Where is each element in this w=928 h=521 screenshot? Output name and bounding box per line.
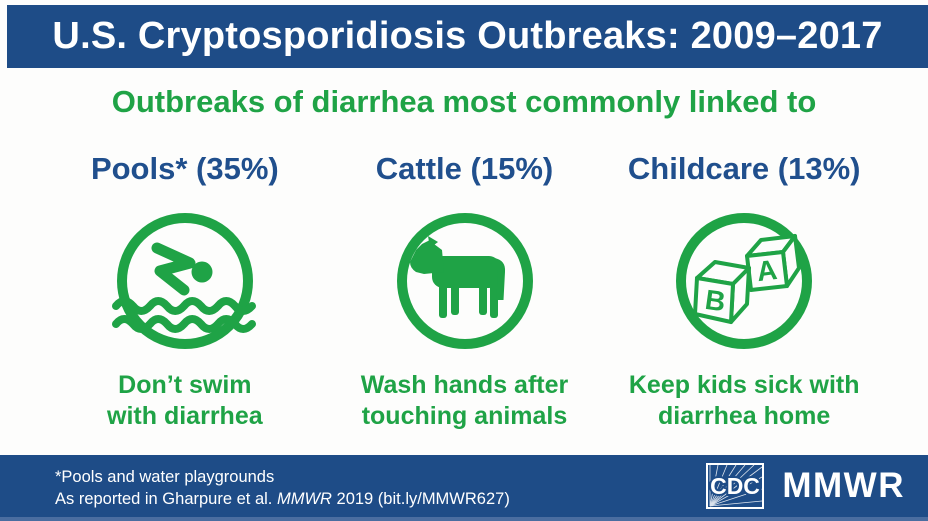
footer-bar: *Pools and water playgrounds As reported… xyxy=(0,455,928,521)
toy-blocks-icon: A B xyxy=(676,213,813,349)
footnote: *Pools and water playgrounds xyxy=(55,468,275,486)
mmwr-wordmark: MMWR xyxy=(782,466,905,505)
cause-card-pools: Pools* (35%) Don’t swim with diarrhea xyxy=(45,150,325,432)
advice-line: touching animals xyxy=(361,402,568,430)
advice-line: Don’t swim xyxy=(118,371,252,399)
cdc-logo: CDC xyxy=(706,463,765,509)
block-letter-a: A xyxy=(755,254,779,287)
citation: As reported in Gharpure et al. MMWR 2019… xyxy=(55,490,510,508)
citation-journal: MMWR xyxy=(276,490,332,508)
cause-label-cattle: Cattle (15%) xyxy=(375,151,554,186)
cause-label-childcare: Childcare (13%) xyxy=(627,151,861,186)
cause-advice-cattle: Wash hands after touching animals xyxy=(361,370,568,432)
cattle-icon xyxy=(396,213,533,349)
advice-line: Keep kids sick with xyxy=(628,371,860,399)
cause-columns: Pools* (35%) Don’t swim with diarrhea Ca… xyxy=(45,150,884,432)
block-letter-b: B xyxy=(703,284,727,318)
cause-label-pools: Pools* (35%) xyxy=(90,151,279,186)
footer-bottom-strip xyxy=(0,517,928,521)
cause-card-cattle: Cattle (15%) Wash hands after touching a… xyxy=(325,150,605,432)
subtitle: Outbreaks of diarrhea most commonly link… xyxy=(111,84,817,119)
cause-advice-pools: Don’t swim with diarrhea xyxy=(107,370,263,432)
advice-line: diarrhea home xyxy=(658,402,831,430)
advice-line: with diarrhea xyxy=(107,402,263,430)
page-title: U.S. Cryptosporidiosis Outbreaks: 2009–2… xyxy=(52,15,883,57)
cause-advice-childcare: Keep kids sick with diarrhea home xyxy=(629,370,860,432)
header-bar: U.S. Cryptosporidiosis Outbreaks: 2009–2… xyxy=(7,5,928,68)
advice-line: Wash hands after xyxy=(360,371,569,399)
cause-card-childcare: Childcare (13%) A B Keep k xyxy=(604,150,884,432)
footer-notes: *Pools and water playgrounds As reported… xyxy=(55,466,510,510)
swimmer-icon xyxy=(111,213,256,349)
footer-logos: CDC MMWR xyxy=(706,461,905,511)
cdc-logo-text: CDC xyxy=(710,473,760,499)
